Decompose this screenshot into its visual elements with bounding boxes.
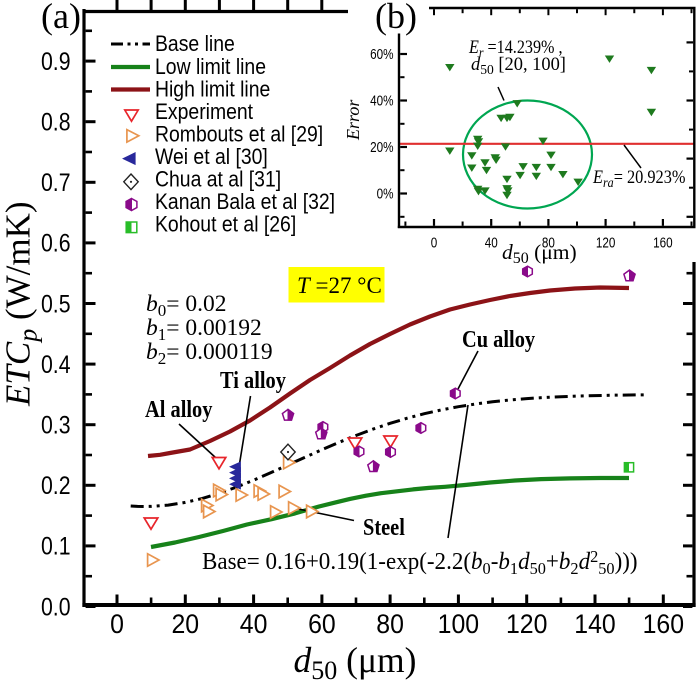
svg-text:Rombouts et al [29]: Rombouts et al [29] [155, 122, 323, 147]
svg-text:b0= 0.02: b0= 0.02 [146, 291, 227, 320]
svg-text:0.6: 0.6 [41, 229, 71, 257]
svg-text:20%: 20% [370, 139, 393, 156]
svg-text:100: 100 [438, 610, 479, 639]
svg-text:40: 40 [485, 234, 498, 251]
svg-text:0%: 0% [377, 185, 394, 202]
svg-text:Era= 20.923%: Era= 20.923% [592, 166, 686, 190]
svg-text:160: 160 [643, 610, 684, 639]
svg-text:Al alloy: Al alloy [145, 395, 212, 422]
svg-text:Wei et al [30]: Wei et al [30] [155, 145, 268, 170]
svg-text:0.0: 0.0 [41, 593, 71, 621]
svg-text:b2= 0.000119: b2= 0.000119 [146, 339, 273, 368]
svg-text:High limit line: High limit line [155, 77, 270, 102]
svg-text:0.4: 0.4 [41, 350, 71, 378]
svg-text:b1= 0.00192: b1= 0.00192 [146, 315, 262, 344]
svg-text:Chua at al [31]: Chua at al [31] [155, 167, 281, 192]
svg-text:ETCp (W/mK): ETCp (W/mK) [0, 201, 43, 407]
svg-text:d50 (μm): d50 (μm) [502, 240, 577, 267]
svg-text:0.2: 0.2 [41, 471, 71, 499]
svg-text:Steel: Steel [363, 513, 405, 540]
svg-text:Experiment: Experiment [155, 100, 253, 125]
svg-text:d50 [20, 100]: d50 [20, 100] [471, 54, 566, 77]
svg-text:120: 120 [596, 234, 616, 251]
svg-text:0.5: 0.5 [41, 290, 71, 318]
svg-text:T =27 °C: T =27 °C [297, 273, 382, 298]
svg-text:Ti alloy: Ti alloy [220, 366, 286, 393]
svg-text:0.7: 0.7 [41, 168, 71, 196]
svg-text:160: 160 [653, 234, 673, 251]
svg-text:Low limit line: Low limit line [155, 55, 266, 80]
svg-text:Er =14.239% ,: Er =14.239% , [468, 36, 562, 60]
svg-text:Kohout et al [26]: Kohout et al [26] [155, 212, 296, 237]
svg-text:Base= 0.16+0.19(1-exp(-2.2(b0-: Base= 0.16+0.19(1-exp(-2.2(b0-b1d50+b2d2… [202, 547, 638, 578]
svg-text:Kanan Bala et al [32]: Kanan Bala et al [32] [155, 190, 335, 215]
svg-text:0.8: 0.8 [41, 108, 71, 136]
svg-text:0: 0 [110, 610, 124, 639]
svg-text:20: 20 [171, 610, 199, 639]
svg-text:60%: 60% [370, 46, 393, 63]
svg-text:0.9: 0.9 [41, 47, 71, 75]
svg-text:(b): (b) [375, 0, 417, 36]
svg-text:(a): (a) [41, 0, 81, 36]
svg-text:40: 40 [240, 610, 268, 639]
svg-text:Cu alloy: Cu alloy [462, 325, 535, 352]
svg-text:80: 80 [376, 610, 404, 639]
svg-text:80: 80 [542, 234, 555, 251]
svg-text:40%: 40% [370, 92, 393, 109]
svg-text:Error: Error [343, 99, 363, 141]
svg-text:Base line: Base line [155, 32, 235, 57]
svg-text:60: 60 [308, 610, 336, 639]
svg-text:0.3: 0.3 [41, 411, 71, 439]
svg-text:120: 120 [506, 610, 547, 639]
svg-text:0: 0 [431, 234, 438, 251]
svg-text:0.1: 0.1 [41, 532, 71, 560]
svg-text:140: 140 [574, 610, 615, 639]
svg-text:d50 (μm): d50 (μm) [294, 640, 417, 683]
